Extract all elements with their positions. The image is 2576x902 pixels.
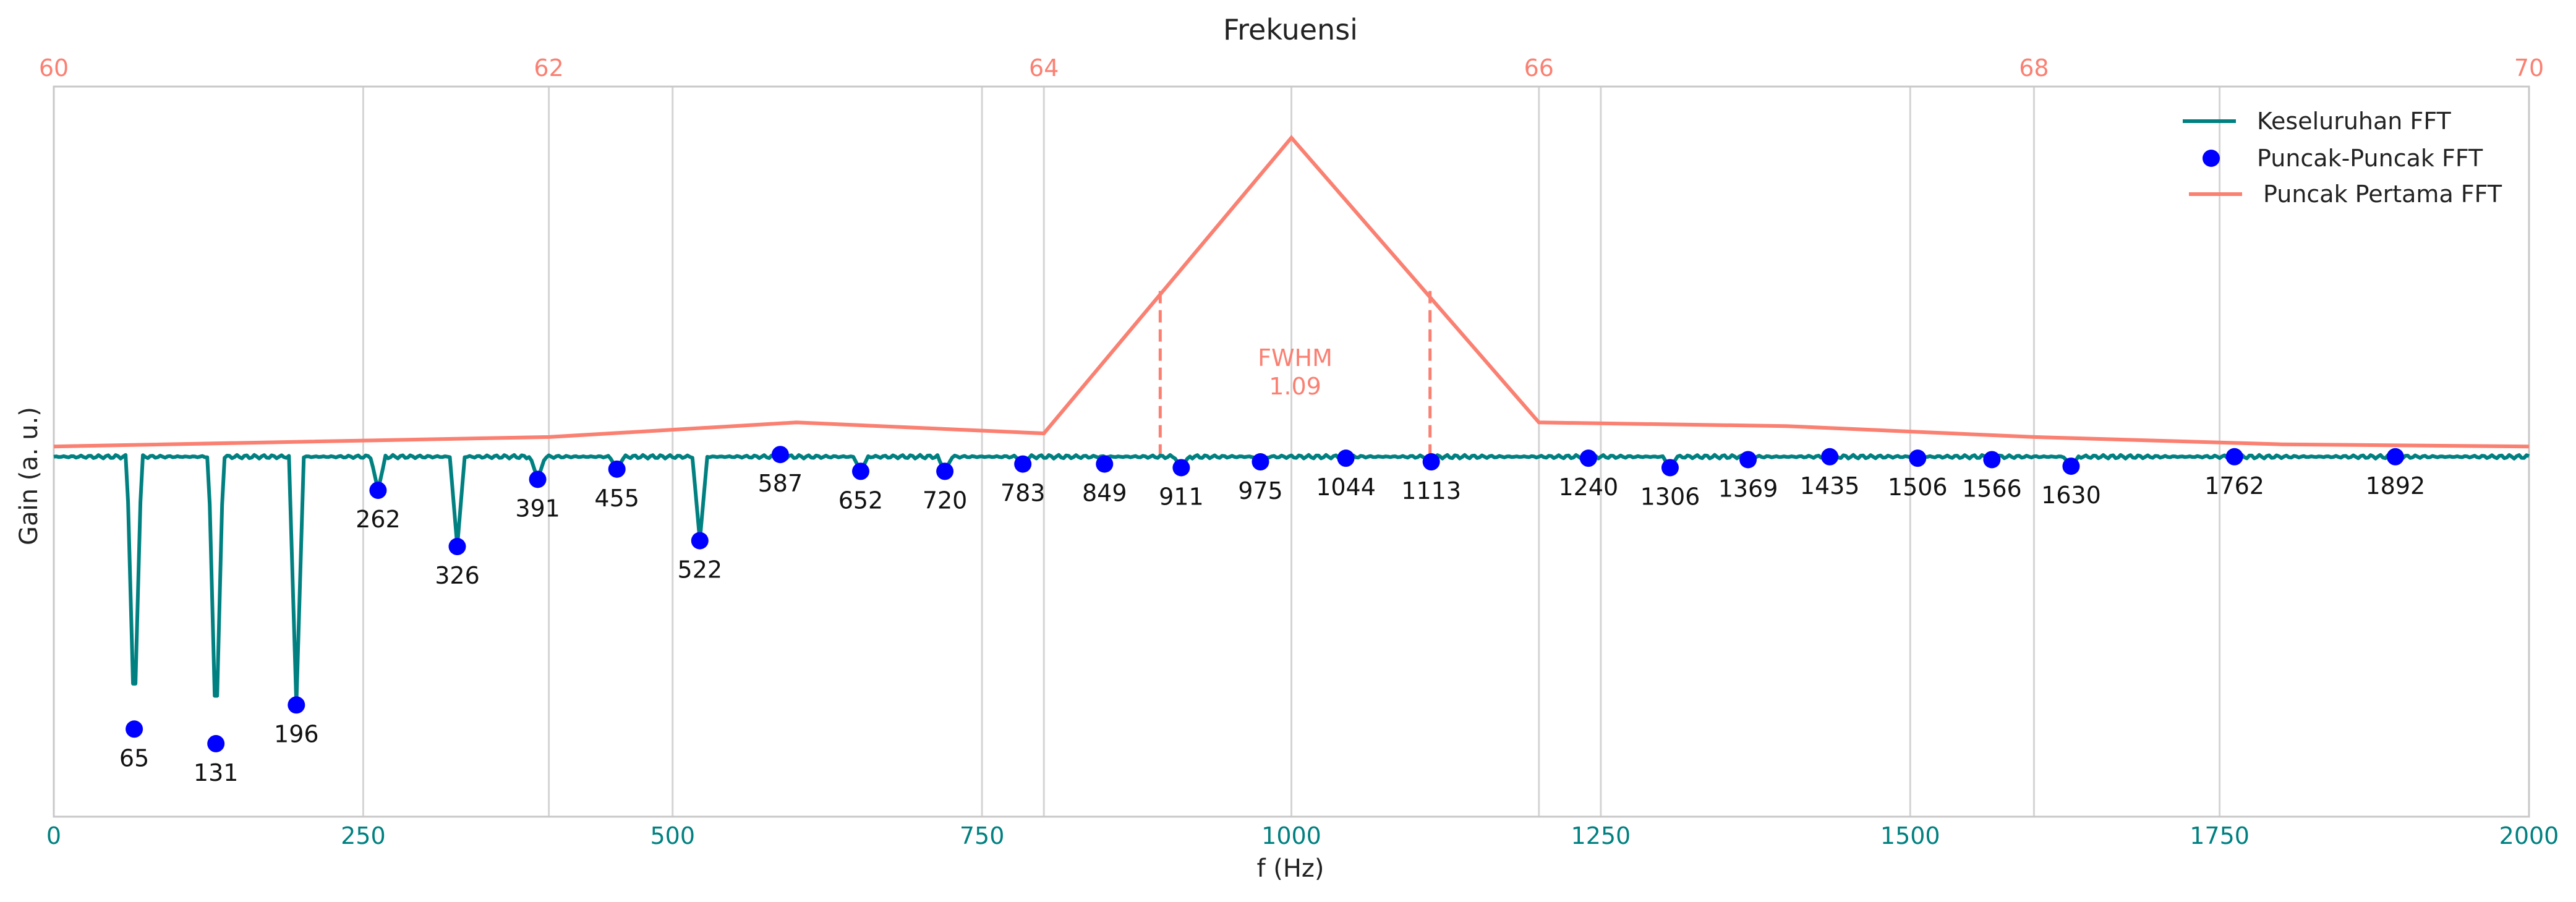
- peak-marker: [1909, 449, 1927, 467]
- top-tick-label: 64: [1029, 54, 1059, 82]
- peak-marker: [2225, 448, 2243, 466]
- fwhm-label: FWHM: [1258, 344, 1333, 372]
- x-tick-label: 500: [650, 822, 695, 849]
- fwhm-value: 1.09: [1269, 373, 1321, 400]
- peak-label: 1566: [1962, 475, 2022, 502]
- peak-label: 1762: [2204, 472, 2264, 500]
- peak-marker: [691, 532, 709, 550]
- peak-label: 1240: [1559, 474, 1619, 501]
- peak-marker: [448, 538, 466, 556]
- top-tick-label: 62: [534, 54, 563, 82]
- series-overall-fft: [53, 453, 2530, 707]
- peak-label: 1369: [1718, 475, 1778, 502]
- series-fft-peaks: 65 131 196 262 326 391 455 522 587 652 720 783 849 91…: [119, 446, 2425, 786]
- grid-lines: [53, 87, 2530, 817]
- peak-marker: [126, 720, 143, 738]
- top-tick-label: 60: [39, 54, 69, 82]
- peak-label: 65: [119, 744, 149, 772]
- peak-label: 1044: [1316, 474, 1376, 501]
- top-tick-label: 70: [2514, 54, 2544, 82]
- peak-marker: [1983, 451, 2001, 469]
- peak-label: 522: [678, 556, 723, 584]
- peak-label: 911: [1159, 483, 1204, 510]
- peak-marker: [2386, 448, 2404, 466]
- bottom-axis-ticks: 0 250 500 750 1000 1250 1500 1750 2000: [46, 822, 2559, 849]
- peak-marker: [936, 462, 954, 480]
- peak-label: 849: [1082, 480, 1127, 507]
- legend-label-overall-fft: Keseluruhan FFT: [2257, 108, 2452, 135]
- x-tick-label: 1500: [1880, 822, 1940, 849]
- x-tick-label: 750: [960, 822, 1005, 849]
- peak-marker: [207, 734, 225, 752]
- peak-marker: [369, 482, 387, 500]
- peak-marker: [851, 462, 869, 480]
- peak-label: 326: [435, 562, 480, 589]
- peak-marker: [2062, 457, 2080, 475]
- peak-label: 1630: [2041, 482, 2101, 509]
- fwhm-annotation: FWHM 1.09: [1158, 291, 1432, 457]
- peak-label: 652: [838, 487, 884, 514]
- peak-marker: [771, 446, 789, 464]
- peak-marker: [1579, 449, 1597, 467]
- x-tick-label: 1000: [1261, 822, 1321, 849]
- series-first-peak-fft: [53, 135, 2530, 449]
- peak-marker: [288, 696, 305, 714]
- peak-label: 1506: [1888, 474, 1948, 501]
- legend-label-peaks: Puncak-Puncak FFT: [2257, 145, 2483, 172]
- peak-label: 131: [194, 759, 239, 786]
- peak-marker: [1337, 449, 1355, 467]
- x-axis-label: f (Hz): [1256, 854, 1324, 883]
- peak-marker: [608, 460, 626, 478]
- y-axis-label: Gain (a. u.): [15, 407, 43, 545]
- top-tick-label: 66: [1524, 54, 1554, 82]
- peak-label: 1892: [2365, 472, 2425, 500]
- peak-marker: [1172, 459, 1190, 477]
- peak-label: 262: [356, 506, 401, 533]
- peak-label: 391: [515, 495, 560, 522]
- plot-frame: [53, 85, 2530, 818]
- x-tick-label: 250: [341, 822, 386, 849]
- series-line-overall-fft: [53, 453, 2530, 707]
- peak-marker: [1252, 453, 1269, 471]
- peak-marker: [1014, 455, 1032, 473]
- legend-label-first-peak: Puncak Pertama FFT: [2263, 181, 2502, 208]
- peak-marker: [1739, 451, 1757, 469]
- x-tick-label: 0: [46, 822, 61, 849]
- x-tick-label: 1750: [2190, 822, 2250, 849]
- peak-label: 1113: [1401, 477, 1461, 504]
- legend-marker-peaks: [2203, 150, 2220, 167]
- peak-marker: [529, 470, 547, 488]
- series-line-first-peak: [53, 135, 2530, 449]
- x-tick-label: 1250: [1571, 822, 1631, 849]
- top-axis-ticks: 60 62 64 66 68 70: [39, 54, 2544, 82]
- peak-marker: [1821, 448, 1839, 466]
- peak-label: 1306: [1640, 483, 1700, 510]
- peak-marker: [1422, 453, 1440, 471]
- peak-marker: [1096, 455, 1114, 473]
- peak-label: 587: [758, 470, 803, 497]
- peak-label: 783: [1000, 480, 1046, 507]
- peak-label: 975: [1238, 477, 1283, 504]
- peak-label: 1435: [1800, 472, 1860, 500]
- peak-label: 196: [274, 720, 319, 747]
- x-tick-label: 2000: [2499, 822, 2559, 849]
- peak-marker: [1661, 459, 1679, 477]
- peak-label: 720: [923, 487, 968, 514]
- legend: Keseluruhan FFT Puncak-Puncak FFT Puncak…: [2183, 108, 2502, 208]
- top-tick-label: 68: [2019, 54, 2049, 82]
- top-axis-label: Frekuensi: [1223, 13, 1358, 46]
- peak-label: 455: [594, 485, 639, 512]
